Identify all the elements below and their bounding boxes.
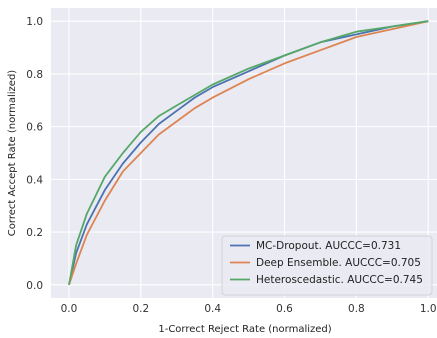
legend-label: Deep Ensemble. AUCCC=0.705 [256, 257, 421, 269]
x-tick-label: 0.8 [348, 303, 365, 315]
y-tick-label: 0.8 [26, 69, 43, 81]
x-tick-labels: 0.0 0.2 0.4 0.6 0.8 1.0 [61, 303, 437, 315]
series-line [68, 20, 429, 285]
legend-label: MC-Dropout. AUCCC=0.731 [256, 240, 401, 252]
x-tick-label: 0.0 [61, 303, 78, 315]
x-tick-label: 0.6 [276, 303, 293, 315]
y-tick-label: 0.4 [26, 174, 43, 186]
legend-label: Heteroscedastic. AUCCC=0.745 [256, 274, 423, 286]
series-lines [68, 20, 429, 286]
series-line [68, 20, 429, 285]
series-line [68, 20, 429, 286]
x-tick-label: 0.4 [204, 303, 221, 315]
y-tick-label: 0.6 [26, 122, 43, 134]
x-axis-label: 1-Correct Reject Rate (normalized) [158, 324, 331, 335]
y-tick-label: 0.0 [26, 280, 43, 292]
y-tick-labels: 0.0 0.2 0.4 0.6 0.8 1.0 [26, 16, 43, 292]
legend: MC-Dropout. AUCCC=0.731 Deep Ensemble. AU… [221, 235, 433, 296]
x-tick-label: 1.0 [420, 303, 437, 315]
y-tick-label: 0.2 [26, 227, 43, 239]
legend-box [221, 235, 433, 296]
y-tick-label: 1.0 [26, 16, 43, 28]
x-tick-label: 0.2 [132, 303, 149, 315]
y-axis-label: Correct Accept Rate (normalized) [7, 70, 18, 237]
